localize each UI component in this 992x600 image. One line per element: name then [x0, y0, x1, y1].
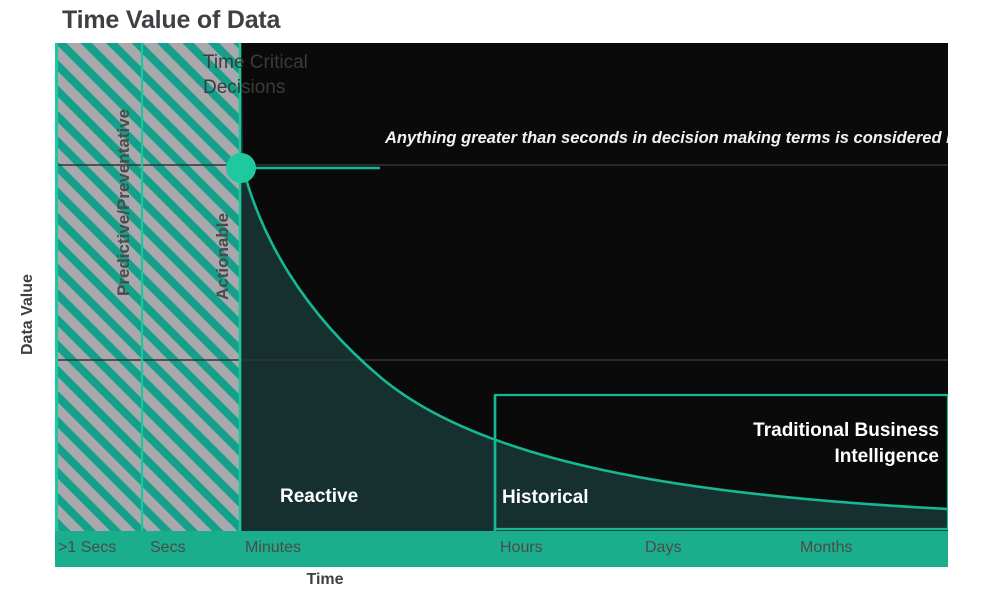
- x-tick-months: Months: [800, 539, 853, 556]
- callout-marker-dot: [226, 153, 256, 183]
- x-tick-secs: Secs: [150, 539, 186, 556]
- x-tick-minutes: Minutes: [245, 539, 302, 556]
- hatched-region-group: [55, 43, 241, 531]
- x-tick-gt1secs: >1 Secs: [58, 539, 117, 556]
- plot-area: Time Critical Decisions Anything greater…: [55, 43, 948, 531]
- historical-box-outline: [493, 393, 948, 531]
- hatched-region: [55, 43, 241, 531]
- plot-graphics: [55, 43, 948, 531]
- x-axis-title: Time: [306, 571, 344, 588]
- chart-title: Time Value of Data: [62, 6, 281, 34]
- x-axis-band: >1 Secs Secs Minutes Hours Days Months: [55, 531, 948, 567]
- x-tick-hours: Hours: [500, 539, 543, 556]
- y-axis-title: Data Value: [19, 274, 36, 355]
- value-area-fill: [55, 43, 948, 531]
- x-tick-days: Days: [645, 539, 682, 556]
